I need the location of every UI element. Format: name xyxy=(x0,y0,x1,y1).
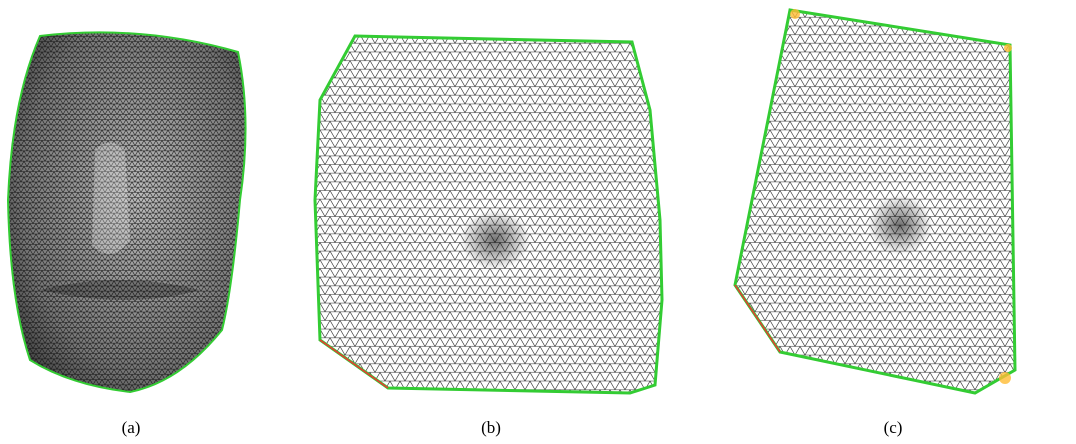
panel-c-mesh xyxy=(735,9,1015,393)
panel-caption: (a) xyxy=(122,418,141,437)
panel-b-mesh xyxy=(315,36,662,393)
page: (a) (b) (c) (() => { const data = JSON.p… xyxy=(0,0,1076,444)
panel-caption: (b) xyxy=(481,418,501,437)
panel-caption: (c) xyxy=(884,418,903,437)
panel-a-mesh xyxy=(8,32,246,392)
figure: (a) (b) (c) xyxy=(0,0,1076,444)
